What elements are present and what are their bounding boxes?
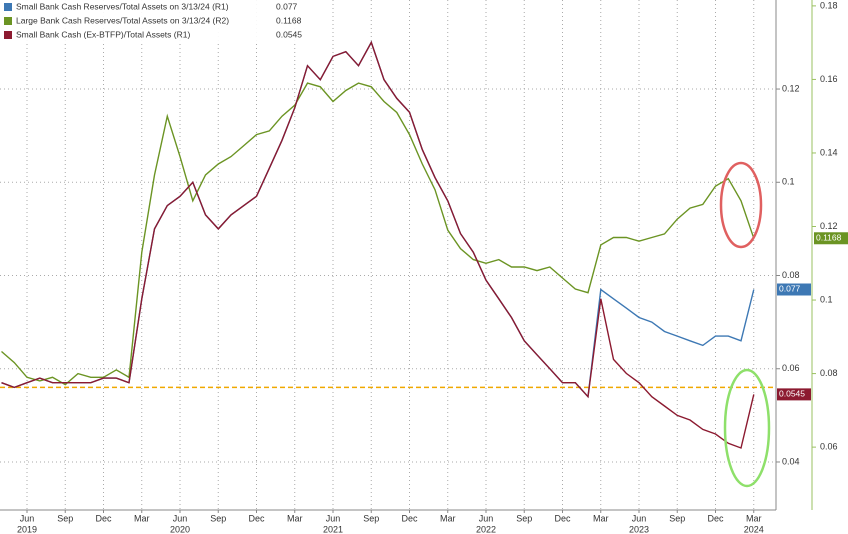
legend-swatch [4, 17, 12, 25]
y2-tick-label: 0.18 [820, 0, 838, 10]
x-tick-label: Jun [479, 513, 494, 523]
x-tick-label: Jun [20, 513, 35, 523]
x-tick-label: Jun [326, 513, 341, 523]
x-tick-label: Sep [363, 513, 379, 523]
plot [0, 40, 776, 449]
y2-tick-label: 0.16 [820, 74, 838, 84]
x-tick-label: Dec [707, 513, 724, 523]
x-tick-label: Sep [57, 513, 73, 523]
value-tag-label: 0.077 [779, 284, 801, 294]
x-tick-label: Jun [632, 513, 647, 523]
x-tick-label: Dec [248, 513, 265, 523]
y-tick-label: 0.1 [782, 177, 795, 187]
value-tag [777, 283, 811, 296]
grid [0, 0, 776, 510]
x-year-label: 2019 [17, 524, 37, 534]
y2-tick-label: 0.1 [820, 294, 833, 304]
x-year-label: 2022 [476, 524, 496, 534]
legend-swatch [4, 3, 12, 11]
x-tick-label: Sep [516, 513, 532, 523]
y2-tick-label: 0.14 [820, 147, 838, 157]
x-year-label: 2020 [170, 524, 190, 534]
series-line [1, 82, 755, 386]
highlight-circle [723, 368, 771, 488]
x-tick-label: Dec [554, 513, 571, 523]
legend: Small Bank Cash Reserves/Total Assets on… [0, 0, 312, 44]
x-year-label: 2023 [629, 524, 649, 534]
y2-tick-label: 0.08 [820, 368, 838, 378]
x-tick-label: Mar [287, 513, 303, 523]
x-year-label: 2021 [323, 524, 343, 534]
y-tick-label: 0.08 [782, 270, 800, 280]
y-tick-label: 0.06 [782, 363, 800, 373]
y-tick-label: 0.12 [782, 83, 800, 93]
legend-box [0, 0, 312, 44]
legend-value: 0.1168 [276, 15, 302, 25]
series-line [1, 40, 755, 449]
value-tag [814, 232, 848, 245]
y2-tick-label: 0.06 [820, 441, 838, 451]
x-tick-label: Mar [746, 513, 762, 523]
x-tick-label: Sep [669, 513, 685, 523]
legend-swatch [4, 31, 12, 39]
x-tick-label: Jun [173, 513, 188, 523]
legend-label: Large Bank Cash Reserves/Total Assets on… [16, 15, 229, 25]
x-tick-label: Dec [401, 513, 418, 523]
x-tick-label: Mar [593, 513, 609, 523]
x-tick-label: Mar [440, 513, 456, 523]
x-tick-label: Mar [134, 513, 150, 523]
value-tag [777, 388, 811, 401]
legend-value: 0.077 [276, 1, 298, 11]
value-tag-label: 0.0545 [779, 389, 805, 399]
legend-label: Small Bank Cash Reserves/Total Assets on… [16, 1, 229, 11]
value-tag-label: 0.1168 [816, 233, 842, 243]
highlight-circle [719, 161, 763, 249]
x-tick-label: Dec [95, 513, 112, 523]
y2-tick-label: 0.12 [820, 221, 838, 231]
x-tick-label: Sep [210, 513, 226, 523]
x-year-label: 2024 [744, 524, 764, 534]
legend-label: Small Bank Cash (Ex-BTFP)/Total Assets (… [16, 29, 190, 39]
y-tick-label: 0.04 [782, 456, 800, 466]
legend-value: 0.0545 [276, 29, 302, 39]
